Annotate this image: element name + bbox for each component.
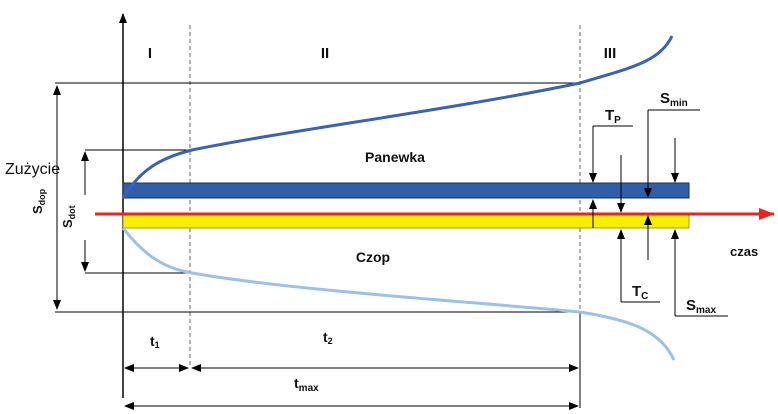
t2-sub: 2 [328, 336, 333, 346]
region-III-label: III [604, 45, 617, 62]
tp-sub: P [614, 115, 621, 126]
sdop-sub: dop [37, 188, 47, 205]
t2-label: t2 [323, 329, 333, 346]
t1-sub: 1 [155, 340, 160, 350]
tmax-label: tmax [294, 375, 319, 394]
upper-wear-curve [121, 35, 674, 199]
sdot-label: Sdot [60, 205, 77, 228]
lower-wear-curve [121, 227, 676, 361]
czas-label: czas [730, 244, 758, 259]
panewka-bar [122, 182, 690, 199]
smin-label: Smin [660, 90, 688, 109]
tp-label: TP [605, 107, 621, 126]
smax-sub: max [696, 305, 716, 316]
region-II-label: II [321, 45, 329, 62]
zuzycie-label: Zużycie [5, 161, 60, 178]
sdop-label: Sdop [30, 188, 47, 214]
smax-main: S [686, 297, 696, 314]
tmax-sub: max [299, 383, 319, 394]
t2-main: t [323, 329, 328, 345]
t1-main: t [150, 333, 155, 349]
sdop-main: S [30, 205, 45, 214]
smin-main: S [660, 90, 670, 107]
smin-sub: min [670, 98, 688, 109]
czop-bar [122, 213, 690, 229]
czop-label: Czop [356, 249, 390, 265]
t1-label: t1 [150, 333, 160, 350]
tmax-main: t [294, 375, 299, 391]
sdot-sub: dot [67, 205, 77, 219]
tc-sub: C [641, 291, 648, 302]
region-I-label: I [148, 45, 152, 62]
tp-main: T [605, 107, 614, 124]
panewka-label: Panewka [365, 149, 425, 165]
tc-main: T [632, 283, 641, 300]
tc-label: TC [632, 283, 648, 302]
sdot-main: S [60, 219, 75, 228]
smax-label: Smax [686, 297, 716, 316]
